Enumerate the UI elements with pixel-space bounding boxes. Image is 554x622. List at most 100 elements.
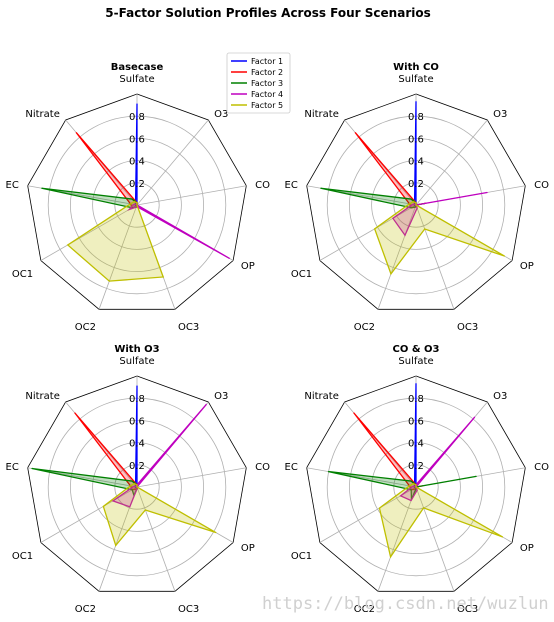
data-point — [424, 228, 426, 230]
legend-label: Factor 3 — [251, 79, 283, 88]
data-point — [136, 385, 138, 387]
data-point — [131, 480, 133, 482]
data-point — [475, 475, 477, 477]
data-point — [320, 187, 322, 189]
radar-panel: 0.2 0.4 0.6 0.8 Sulfate O3 CO OP OC3 OC2 OC1 EC Nitr… — [285, 62, 550, 333]
radial-tick-label: 0.6 — [129, 416, 145, 427]
axis-label: OC2 — [75, 604, 96, 615]
data-point — [410, 480, 412, 482]
radial-tick-label: 0.8 — [408, 112, 424, 123]
series-area — [66, 200, 165, 282]
data-point — [414, 486, 416, 489]
data-point — [412, 485, 414, 488]
axis-label: OC2 — [75, 322, 96, 333]
series-area — [378, 482, 503, 559]
data-point — [374, 228, 376, 230]
subplot-title: CO & O3 — [393, 344, 440, 355]
data-point — [414, 204, 416, 207]
data-point — [131, 489, 133, 491]
data-point — [129, 203, 132, 205]
data-point — [162, 276, 164, 278]
data-point — [414, 206, 416, 208]
data-point — [136, 103, 138, 105]
radar-frame — [306, 375, 526, 592]
grid-spoke — [415, 486, 455, 592]
axis-label: CO — [255, 180, 270, 191]
radial-tick-label: 0.6 — [408, 134, 424, 145]
axis-label: OC3 — [457, 604, 478, 615]
grid-spoke — [377, 204, 417, 310]
radial-tick-label: 0.4 — [408, 439, 424, 450]
axis-label: Nitrate — [304, 391, 339, 402]
data-point — [129, 485, 132, 487]
axis-label: Sulfate — [398, 74, 433, 85]
data-point — [108, 280, 110, 282]
data-point — [31, 467, 33, 470]
axis-label: O3 — [493, 109, 507, 120]
axis-label: OP — [520, 261, 534, 272]
data-point — [354, 132, 356, 134]
axis-label: CO — [534, 462, 549, 473]
axis-label: O3 — [214, 109, 228, 120]
radial-tick-label: 0.4 — [408, 157, 424, 168]
series-area — [328, 470, 477, 500]
data-point — [74, 412, 76, 414]
data-point — [415, 101, 417, 103]
data-point — [473, 416, 476, 418]
radial-tick-label: 0.2 — [408, 461, 424, 472]
radar-panel: 0.2 0.4 0.6 0.8 Sulfate O3 CO OP OC3 OC2 OC1 EC Nitr… — [285, 344, 550, 615]
axis-label: Sulfate — [119, 74, 154, 85]
radial-tick-label: 0.2 — [129, 179, 145, 190]
axis-label: OP — [520, 543, 534, 554]
axis-label: OC3 — [178, 604, 199, 615]
figure-title: 5-Factor Solution Profiles Across Four S… — [105, 6, 430, 20]
subplot-title: With CO — [393, 62, 439, 73]
grid-spoke — [40, 204, 138, 261]
axis-label: CO — [534, 180, 549, 191]
data-point — [133, 200, 135, 203]
data-point — [415, 202, 417, 204]
axis-label: OC1 — [291, 269, 312, 280]
grid-spoke — [136, 467, 247, 488]
data-point — [404, 234, 406, 236]
series-area — [392, 191, 488, 237]
data-point — [41, 187, 43, 189]
axis-label: EC — [285, 462, 298, 473]
data-point — [416, 207, 418, 209]
data-point — [115, 544, 117, 547]
data-point — [136, 486, 138, 488]
radial-tick-label: 0.4 — [129, 439, 145, 450]
grid-spoke — [136, 185, 247, 206]
radial-tick-label: 0.4 — [129, 157, 145, 168]
radial-tick-label: 0.8 — [408, 394, 424, 405]
axis-label: EC — [6, 180, 19, 191]
legend-frame — [226, 52, 291, 114]
data-point — [136, 204, 138, 206]
grid-spoke — [136, 119, 209, 206]
grid-spoke — [415, 204, 455, 310]
series-area — [412, 383, 417, 489]
radar-frame — [306, 93, 526, 310]
data-point — [390, 273, 392, 275]
axis-label: Sulfate — [398, 356, 433, 367]
grid-spoke — [319, 204, 417, 261]
data-point — [128, 208, 130, 211]
series-area — [102, 482, 217, 547]
axis-label: OC1 — [12, 551, 33, 562]
series-area — [133, 385, 138, 489]
series-area — [133, 103, 138, 207]
data-point — [378, 507, 381, 509]
radar-frame — [27, 93, 247, 310]
data-point — [415, 486, 417, 488]
legend-label: Factor 4 — [251, 90, 283, 99]
grid-spoke — [306, 467, 417, 488]
axis-label: Nitrate — [304, 109, 339, 120]
data-point — [392, 217, 394, 219]
data-point — [144, 509, 146, 511]
radial-tick-label: 0.6 — [129, 134, 145, 145]
axis-label: OC3 — [457, 322, 478, 333]
radial-tick-label: 0.8 — [129, 112, 145, 123]
data-point — [486, 191, 488, 194]
axis-label: O3 — [214, 391, 228, 402]
